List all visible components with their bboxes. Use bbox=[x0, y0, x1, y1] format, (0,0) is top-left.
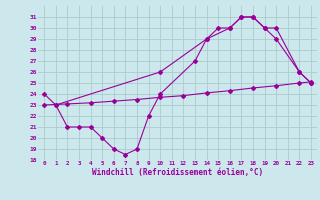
X-axis label: Windchill (Refroidissement éolien,°C): Windchill (Refroidissement éolien,°C) bbox=[92, 168, 263, 177]
